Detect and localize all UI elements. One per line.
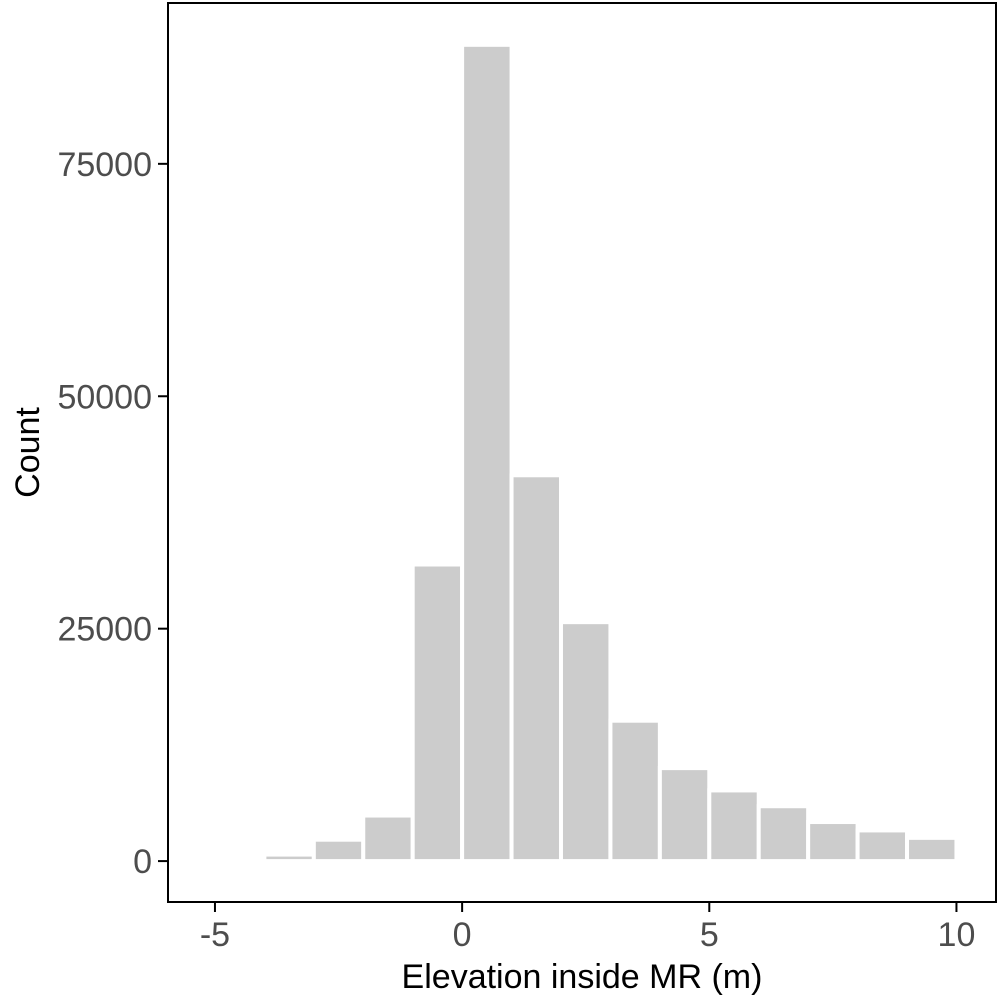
y-tick-label: 75000 bbox=[57, 146, 152, 184]
y-tick-label: 50000 bbox=[57, 378, 152, 416]
histogram-bar bbox=[460, 42, 514, 864]
plot-panel-border bbox=[167, 2, 997, 903]
histogram-bar bbox=[707, 788, 761, 864]
histogram-bar bbox=[855, 828, 910, 864]
histogram-bar bbox=[311, 837, 366, 864]
x-tick-label: 5 bbox=[700, 916, 719, 954]
histogram-bar bbox=[262, 852, 316, 864]
histogram-bar bbox=[509, 473, 563, 864]
y-tick-label: 25000 bbox=[57, 611, 152, 649]
x-tick-label: -5 bbox=[200, 916, 230, 954]
y-axis-ticks: 0 25000 50000 75000 bbox=[57, 146, 168, 881]
histogram-bar bbox=[756, 804, 811, 864]
bars-group bbox=[262, 42, 959, 864]
x-axis-ticks: -5 0 5 10 bbox=[200, 902, 976, 954]
histogram-bar bbox=[657, 766, 712, 864]
histogram-bar bbox=[361, 813, 415, 864]
histogram-bar bbox=[558, 620, 613, 864]
histogram-bar bbox=[608, 718, 662, 864]
histogram-bar bbox=[410, 562, 465, 864]
x-tick-label: 0 bbox=[453, 916, 472, 954]
y-tick-label: 0 bbox=[133, 843, 152, 881]
histogram-bar bbox=[806, 820, 860, 864]
x-axis-title: Elevation inside MR (m) bbox=[402, 958, 763, 996]
y-axis-title: Count bbox=[9, 407, 47, 498]
x-tick-label: 10 bbox=[938, 916, 976, 954]
histogram-bar bbox=[905, 835, 959, 864]
